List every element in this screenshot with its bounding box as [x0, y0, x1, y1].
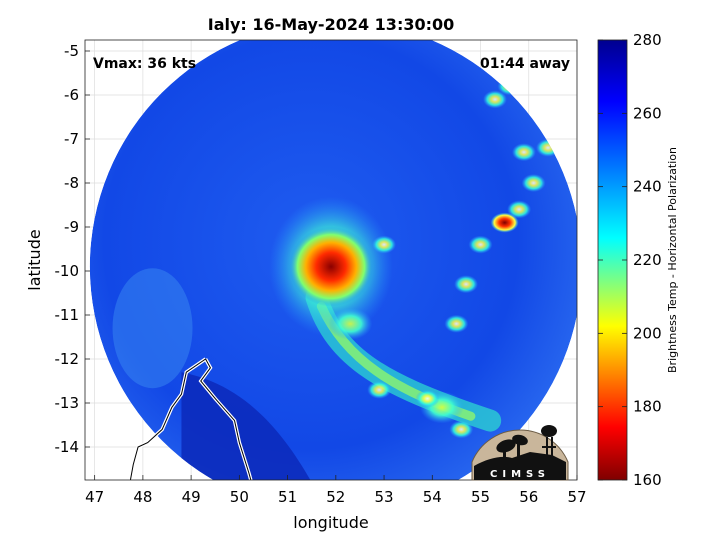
convective-cell — [483, 90, 507, 109]
convective-cell — [521, 174, 546, 192]
x-tick-label: 47 — [85, 488, 104, 506]
y-tick-label: -14 — [55, 438, 80, 456]
convective-cell — [444, 314, 469, 333]
x-axis: 47 48 49 50 51 52 53 54 55 56 57 — [85, 475, 587, 506]
x-tick-label: 57 — [567, 488, 586, 506]
convective-cell — [372, 235, 397, 254]
coastline — [129, 358, 252, 480]
y-tick-label: -8 — [64, 174, 79, 192]
colorbar-tick-label: 200 — [633, 324, 662, 342]
swath-image — [89, 40, 577, 480]
colorbar-label: Brightness Temp - Horizontal Polarizatio… — [666, 147, 679, 373]
x-tick-label: 55 — [471, 488, 490, 506]
convective-cell — [367, 380, 392, 399]
cimss-logo-text: CIMSS — [490, 469, 550, 480]
x-axis-label: longitude — [293, 513, 368, 532]
y-tick-label: -13 — [55, 394, 80, 412]
coastline — [128, 357, 253, 480]
x-tick-label: 51 — [278, 488, 297, 506]
x-tick-label: 48 — [133, 488, 152, 506]
colorbar-tick-label: 220 — [633, 251, 662, 269]
colorbar-tick-label: 180 — [633, 398, 662, 416]
colorbar-ticks: 160 180 200 220 240 260 280 — [598, 31, 662, 489]
x-tick-label: 53 — [375, 488, 394, 506]
y-tick-label: -7 — [64, 130, 79, 148]
colorbar-tick-label: 280 — [633, 31, 662, 49]
y-tick-label: -12 — [55, 350, 80, 368]
colorbar-tick-label: 260 — [633, 104, 662, 122]
convective-cell — [454, 275, 479, 294]
y-axis: -5 -6 -7 -8 -9 -10 -11 -12 -13 -14 — [55, 42, 90, 456]
x-tick-label: 52 — [326, 488, 345, 506]
time-away-annotation: 01:44 away — [480, 56, 570, 72]
x-tick-label: 56 — [519, 488, 538, 506]
y-tick-label: -5 — [64, 42, 79, 60]
convective-cell — [468, 235, 493, 254]
convective-cell — [507, 200, 532, 219]
cimss-logo: CIMSS — [471, 425, 569, 481]
x-tick-label: 49 — [182, 488, 201, 506]
x-tick-label: 54 — [423, 488, 442, 506]
chart-title: Ialy: 16-May-2024 13:30:00 — [208, 15, 455, 34]
convective-cell — [415, 389, 440, 408]
y-tick-label: -10 — [55, 262, 80, 280]
convective-cell — [449, 420, 474, 439]
western-edge-region — [112, 268, 193, 389]
colorbar-tick-label: 240 — [633, 178, 662, 196]
colorbar: 160 180 200 220 240 260 280 Brightness Temp - … — [597, 31, 679, 489]
convective-cell — [511, 143, 536, 162]
rainband-cell — [328, 307, 373, 340]
colorbar-tick-label: 160 — [633, 471, 662, 489]
plot-frame — [84, 39, 578, 481]
y-tick-label: -6 — [64, 86, 79, 104]
vmax-annotation: Vmax: 36 kts — [93, 56, 196, 72]
land-region — [181, 372, 317, 480]
y-axis-label: latitude — [25, 229, 44, 290]
storm-core — [289, 226, 373, 307]
y-tick-label: -11 — [55, 306, 80, 324]
x-tick-label: 50 — [230, 488, 249, 506]
y-tick-label: -9 — [64, 218, 79, 236]
convective-cell — [490, 212, 519, 233]
